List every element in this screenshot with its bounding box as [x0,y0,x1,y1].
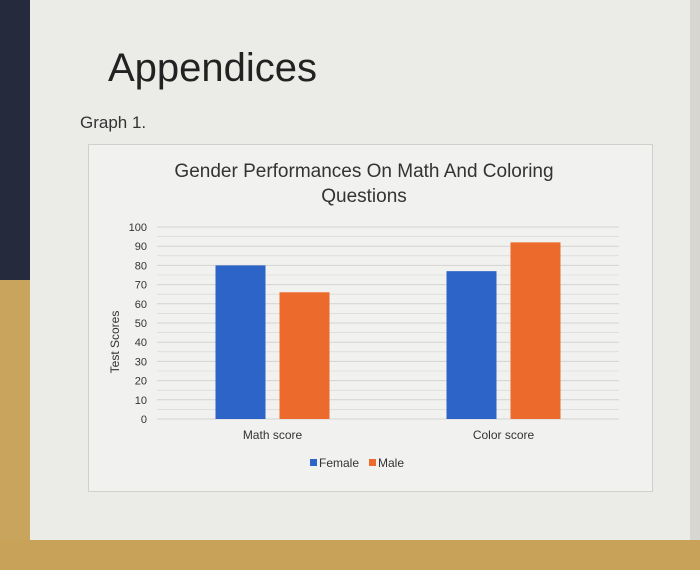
y-tick-label: 100 [129,222,147,234]
bar-male-1 [510,242,561,419]
slide-edge [690,0,700,545]
legend-label: Female [319,456,359,470]
slide-subtitle: Graph 1. [80,113,147,132]
y-tick-label: 70 [135,280,147,292]
y-tick-label: 0 [141,414,147,426]
bar-female-1 [446,271,497,419]
y-tick-label: 30 [135,356,147,368]
y-axis-label: Test Scores [108,311,122,374]
legend-swatch [369,459,376,466]
legend-swatch [310,459,317,466]
bar-male-0 [279,292,330,419]
legend-label: Male [378,456,404,470]
y-tick-label: 40 [135,337,147,349]
slide-accent-gold [0,280,30,570]
bar-female-0 [215,265,266,419]
y-tick-label: 60 [135,299,147,311]
y-tick-label: 90 [135,241,147,253]
chart-title-line-1: Gender Performances On Math And Coloring [174,161,553,182]
slide-title: Appendices [108,46,318,90]
y-tick-label: 50 [135,318,147,330]
chart-frame: Gender Performances On Math And Coloring… [88,144,653,492]
bar-chart: Gender Performances On Math And Coloring… [108,161,619,470]
x-category-label: Color score [473,428,535,442]
x-category-label: Math score [243,428,303,442]
y-tick-label: 10 [135,395,147,407]
y-tick-label: 20 [135,376,147,388]
slide-accent-dark [0,0,30,280]
slide-accent-bottom [0,540,700,570]
y-tick-label: 80 [135,260,147,272]
chart-title-line-2: Questions [321,186,407,207]
